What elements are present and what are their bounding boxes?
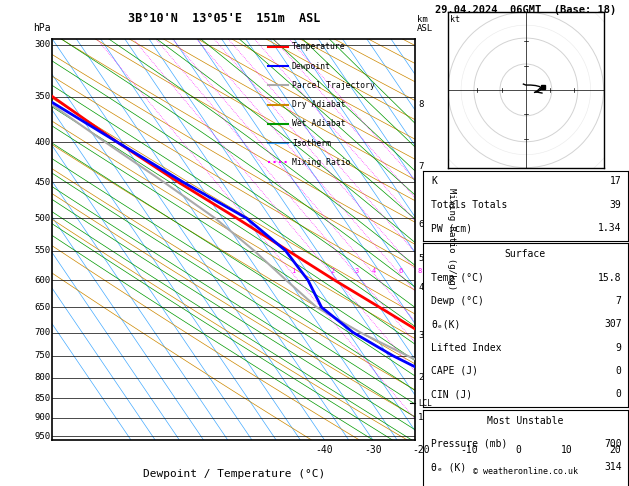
Text: 3: 3 xyxy=(354,268,359,275)
Text: 3: 3 xyxy=(418,331,424,340)
Text: 1: 1 xyxy=(291,268,296,275)
Text: 700: 700 xyxy=(34,328,50,337)
Text: 8: 8 xyxy=(417,268,421,275)
Text: 500: 500 xyxy=(34,214,50,223)
Text: 20: 20 xyxy=(609,445,621,455)
Text: 39: 39 xyxy=(610,200,621,210)
Text: 450: 450 xyxy=(34,178,50,187)
Text: -20: -20 xyxy=(413,445,430,455)
Text: θₑ (K): θₑ (K) xyxy=(431,462,466,472)
Text: kt: kt xyxy=(450,15,460,24)
Text: 800: 800 xyxy=(34,373,50,382)
Text: Temp (°C): Temp (°C) xyxy=(431,273,484,283)
Text: 950: 950 xyxy=(34,432,50,441)
Text: hPa: hPa xyxy=(33,23,50,33)
Text: Most Unstable: Most Unstable xyxy=(487,416,564,426)
Text: Parcel Trajectory: Parcel Trajectory xyxy=(292,81,375,90)
Text: 300: 300 xyxy=(34,40,50,49)
Text: 15.8: 15.8 xyxy=(598,273,621,283)
Text: 8: 8 xyxy=(418,100,424,109)
Text: 29.04.2024  06GMT  (Base: 18): 29.04.2024 06GMT (Base: 18) xyxy=(435,5,616,15)
Text: θₑ(K): θₑ(K) xyxy=(431,319,460,330)
Text: 10: 10 xyxy=(560,445,572,455)
Text: Mixing Ratio: Mixing Ratio xyxy=(292,158,350,167)
Text: 700: 700 xyxy=(604,439,621,449)
Text: Pressure (mb): Pressure (mb) xyxy=(431,439,507,449)
Text: 6: 6 xyxy=(398,268,403,275)
Text: K: K xyxy=(431,176,437,187)
Text: 5: 5 xyxy=(418,254,424,263)
Text: 314: 314 xyxy=(604,462,621,472)
Text: Wet Adiabat: Wet Adiabat xyxy=(292,120,345,128)
Text: -30: -30 xyxy=(364,445,382,455)
Text: -10: -10 xyxy=(461,445,479,455)
Text: 4: 4 xyxy=(418,283,424,292)
Text: 6: 6 xyxy=(418,220,424,229)
Text: Dewp (°C): Dewp (°C) xyxy=(431,296,484,306)
Text: 1.34: 1.34 xyxy=(598,223,621,233)
Text: Dewpoint / Temperature (°C): Dewpoint / Temperature (°C) xyxy=(143,469,325,479)
Text: 1: 1 xyxy=(418,413,424,422)
Text: 7: 7 xyxy=(616,296,621,306)
Text: 17: 17 xyxy=(610,176,621,187)
Text: Temperature: Temperature xyxy=(292,42,345,52)
Text: © weatheronline.co.uk: © weatheronline.co.uk xyxy=(473,467,577,476)
Text: 2: 2 xyxy=(330,268,335,275)
Text: CIN (J): CIN (J) xyxy=(431,389,472,399)
Text: 350: 350 xyxy=(34,92,50,102)
Text: Lifted Index: Lifted Index xyxy=(431,343,501,353)
Text: 900: 900 xyxy=(34,414,50,422)
Text: -40: -40 xyxy=(316,445,333,455)
Text: km
ASL: km ASL xyxy=(417,15,433,33)
Text: 0: 0 xyxy=(616,389,621,399)
Text: Dewpoint: Dewpoint xyxy=(292,62,331,70)
Text: 650: 650 xyxy=(34,303,50,312)
Text: 7: 7 xyxy=(418,162,424,172)
Text: 0: 0 xyxy=(515,445,521,455)
Text: 4: 4 xyxy=(372,268,376,275)
Text: 307: 307 xyxy=(604,319,621,330)
Text: 750: 750 xyxy=(34,351,50,361)
Text: 600: 600 xyxy=(34,276,50,285)
Text: Surface: Surface xyxy=(504,249,546,260)
Text: Isotherm: Isotherm xyxy=(292,139,331,148)
Text: CAPE (J): CAPE (J) xyxy=(431,366,478,376)
Text: 550: 550 xyxy=(34,246,50,255)
Text: 9: 9 xyxy=(616,343,621,353)
Text: Dry Adiabat: Dry Adiabat xyxy=(292,100,345,109)
Text: 3B°10'N  13°05'E  151m  ASL: 3B°10'N 13°05'E 151m ASL xyxy=(128,12,321,25)
Text: 850: 850 xyxy=(34,394,50,403)
Text: Mixing Ratio (g/kg): Mixing Ratio (g/kg) xyxy=(447,188,456,291)
Text: 2: 2 xyxy=(418,373,424,382)
Text: 0: 0 xyxy=(616,366,621,376)
Text: PW (cm): PW (cm) xyxy=(431,223,472,233)
Text: LCL: LCL xyxy=(418,399,432,408)
Text: 400: 400 xyxy=(34,138,50,147)
Text: Totals Totals: Totals Totals xyxy=(431,200,507,210)
